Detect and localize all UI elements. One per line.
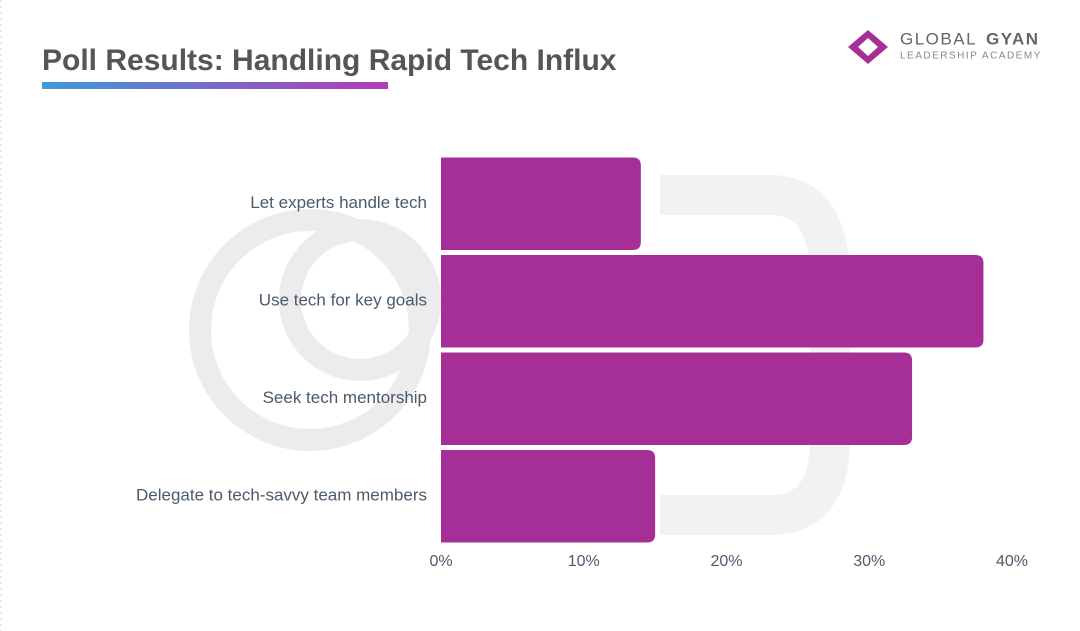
bar <box>441 157 641 250</box>
title-underline <box>42 82 388 89</box>
y-tick-label: Let experts handle tech <box>250 193 427 212</box>
logo: GLOBAL GYAN LEADERSHIP ACADEMY <box>848 29 1042 64</box>
brand-tagline: LEADERSHIP ACADEMY <box>900 51 1042 62</box>
bar <box>441 255 984 348</box>
y-tick-label: Seek tech mentorship <box>263 388 427 407</box>
x-tick-label: 20% <box>710 553 742 570</box>
bar <box>441 352 913 445</box>
x-tick-label: 40% <box>996 553 1028 570</box>
brand-name: GLOBAL <box>900 29 977 48</box>
y-tick-label: Use tech for key goals <box>259 291 427 310</box>
bar <box>441 450 656 543</box>
y-tick-label: Delegate to tech-savvy team members <box>136 486 427 505</box>
logo-mark <box>848 30 888 64</box>
x-tick-label: 30% <box>853 553 885 570</box>
brand-name-bold: GYAN <box>986 29 1040 48</box>
x-tick-label: 10% <box>568 553 600 570</box>
x-tick-label: 0% <box>429 553 452 570</box>
chart-title: Poll Results: Handling Rapid Tech Influx <box>42 44 617 77</box>
